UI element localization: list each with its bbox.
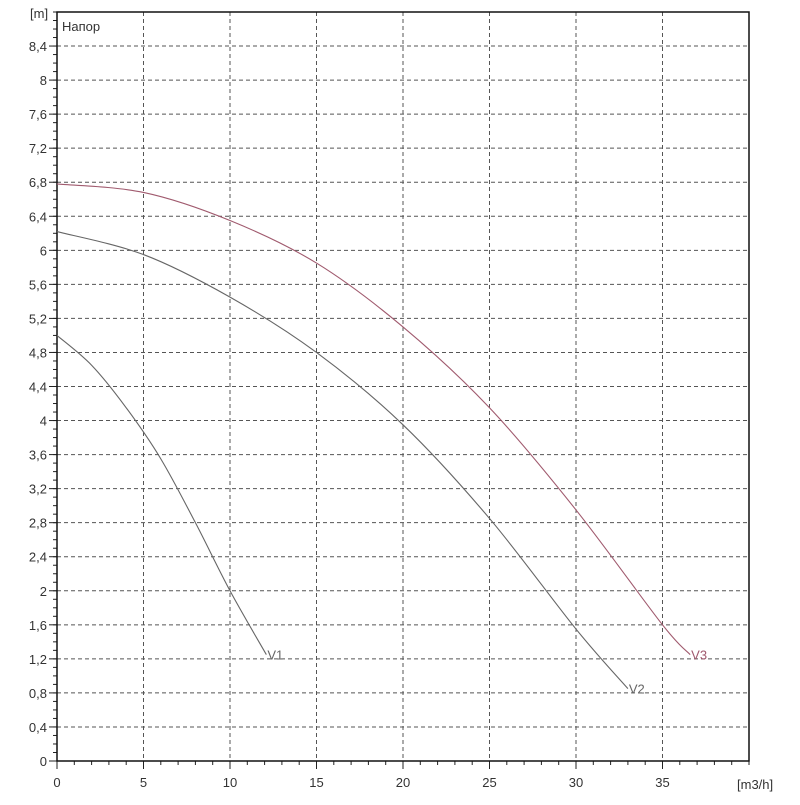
x-tick-label: 5 bbox=[140, 775, 147, 790]
y-tick-label: 4,4 bbox=[29, 380, 47, 395]
y-tick-label: 3,2 bbox=[29, 482, 47, 497]
x-tick-label: 15 bbox=[309, 775, 323, 790]
y-tick-label: 7,6 bbox=[29, 107, 47, 122]
x-tick-label: 30 bbox=[569, 775, 583, 790]
y-tick-label: 2,4 bbox=[29, 550, 47, 565]
series-label-v1: V1 bbox=[267, 648, 283, 663]
y-tick-label: 4,8 bbox=[29, 345, 47, 360]
series-label-v3: V3 bbox=[691, 648, 707, 663]
y-tick-label: 0,4 bbox=[29, 720, 47, 735]
grid bbox=[57, 12, 749, 761]
y-tick-label: 4 bbox=[40, 414, 47, 429]
x-tick-label: 35 bbox=[655, 775, 669, 790]
y-tick-label: 6,4 bbox=[29, 209, 47, 224]
y-tick-label: 5,2 bbox=[29, 311, 47, 326]
y-tick-label: 8,4 bbox=[29, 39, 47, 54]
series-line-v3 bbox=[56, 183, 691, 655]
x-tick-label: 0 bbox=[53, 775, 60, 790]
y-axis-label: [m] bbox=[30, 6, 48, 21]
y-tick-label: 3,6 bbox=[29, 448, 47, 463]
y-tick-label: 6,8 bbox=[29, 175, 47, 190]
y-tick-label: 5,6 bbox=[29, 277, 47, 292]
y-tick-label: 0 bbox=[40, 754, 47, 769]
plot-frame bbox=[56, 11, 750, 762]
x-axis-label: [m3/h] bbox=[737, 777, 773, 792]
y-tick-label: 2 bbox=[40, 584, 47, 599]
series-line-v1 bbox=[56, 335, 267, 655]
x-tick-label: 20 bbox=[396, 775, 410, 790]
y-tick-label: 0,8 bbox=[29, 686, 47, 701]
y-tick-label: 6 bbox=[40, 243, 47, 258]
y-tick-label: 1,2 bbox=[29, 652, 47, 667]
series-group: V1 V2 V3 bbox=[56, 183, 707, 697]
x-tick-label: 25 bbox=[482, 775, 496, 790]
y-tick-label: 1,6 bbox=[29, 618, 47, 633]
x-tick-label: 10 bbox=[223, 775, 237, 790]
series-label-v2: V2 bbox=[629, 682, 645, 697]
y-tick-label: 7,2 bbox=[29, 141, 47, 156]
series-line-v2 bbox=[56, 231, 629, 690]
axes: 0 0,4 0,8 1,2 1,6 2 2,4 2,8 3,2 3,6 4 4,4 4,8 5,2 5,6 6… bbox=[29, 11, 750, 790]
y-tick-label: 2,8 bbox=[29, 516, 47, 531]
chart-title: Напор bbox=[62, 19, 100, 34]
y-tick-label: 8 bbox=[40, 73, 47, 88]
